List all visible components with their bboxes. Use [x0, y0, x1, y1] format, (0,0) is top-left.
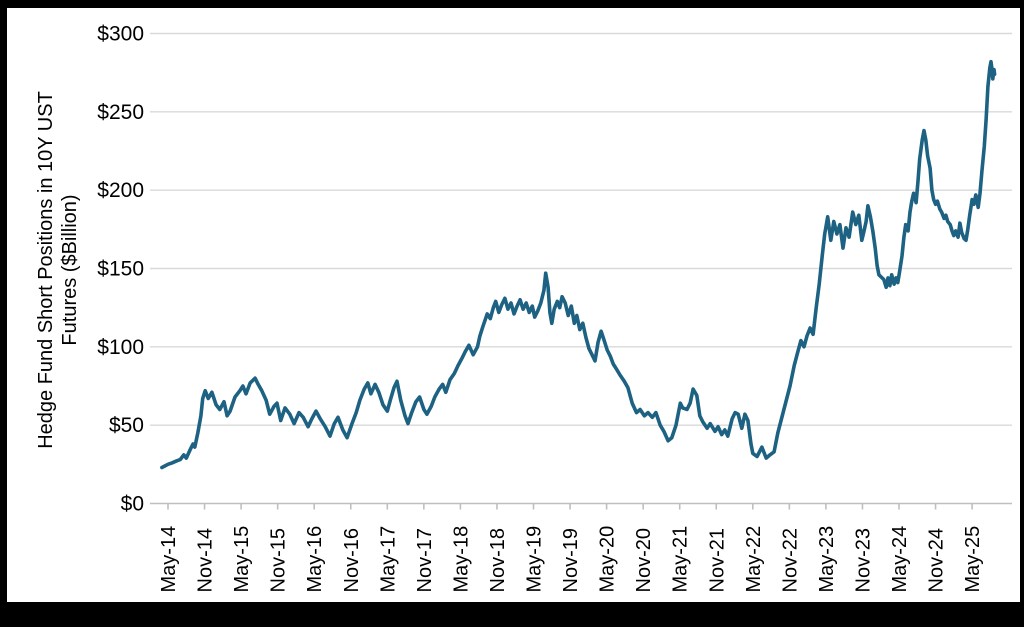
- x-tick-label: May-23: [816, 526, 838, 593]
- x-tick-label: Nov-19: [560, 528, 582, 592]
- y-tick-label: $200: [97, 179, 144, 202]
- x-tick-label: May-19: [524, 526, 546, 593]
- x-tick-label: Nov-16: [341, 528, 363, 592]
- x-tick-label: May-20: [597, 526, 619, 593]
- x-tick-label: May-15: [231, 526, 253, 593]
- y-axis-title-line2: Futures ($Billion): [59, 194, 81, 345]
- y-tick-label: $250: [97, 101, 144, 124]
- x-tick-label: Nov-22: [779, 528, 801, 592]
- chart-card: May-14 Nov-14 May-15 Nov-15 May-16 Nov-16 May-…: [7, 8, 1020, 602]
- y-tick-label: $100: [97, 336, 144, 359]
- y-tick-label: $50: [109, 414, 144, 437]
- x-tick-label: Nov-14: [195, 528, 217, 592]
- x-tick-label: Nov-17: [414, 528, 436, 592]
- data-line: [160, 59, 997, 470]
- x-tick-label: Nov-20: [633, 528, 655, 592]
- x-tick-label: May-24: [889, 526, 911, 593]
- x-tick-label: May-14: [158, 526, 180, 593]
- x-tick-label: Nov-21: [706, 528, 728, 592]
- x-tick-label: Nov-18: [487, 528, 509, 592]
- x-tick-label: Nov-24: [926, 528, 948, 592]
- x-tick-label: Nov-23: [852, 528, 874, 592]
- x-tick-label: May-25: [962, 526, 984, 593]
- x-tick-label: May-16: [304, 526, 326, 593]
- x-tick-label: May-22: [743, 526, 765, 593]
- hedge-fund-short-positions-chart: May-14 Nov-14 May-15 Nov-15 May-16 Nov-16 May-…: [7, 8, 1020, 602]
- y-tick-label: $300: [97, 23, 144, 46]
- x-tick-label: May-17: [377, 526, 399, 593]
- y-tick-label: $0: [121, 493, 144, 516]
- y-tick-label: $150: [97, 258, 144, 281]
- plot-background: [7, 8, 1020, 602]
- y-axis-title-line1: Hedge Fund Short Positions in 10Y UST: [35, 91, 57, 449]
- x-tick-label: May-21: [670, 526, 692, 593]
- x-tick-label: Nov-15: [268, 528, 290, 592]
- x-tick-label: May-18: [450, 526, 472, 593]
